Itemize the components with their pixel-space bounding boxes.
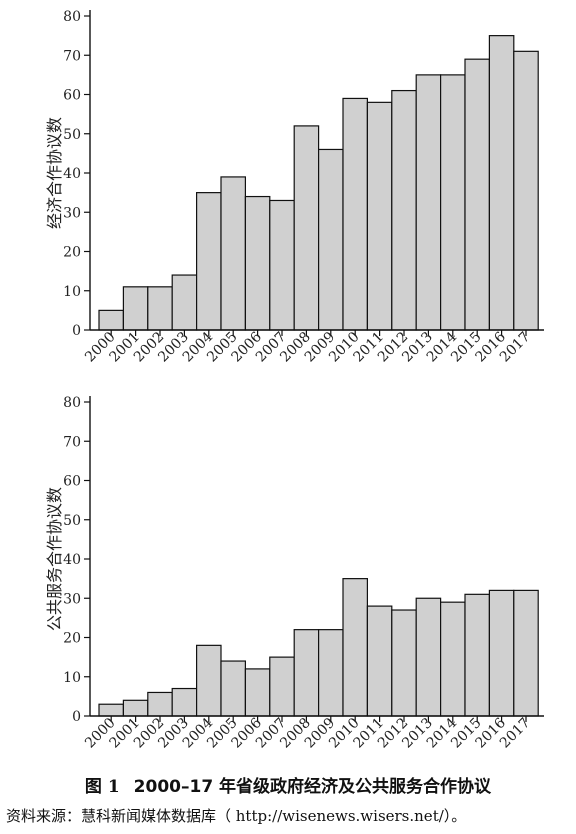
bar-2013: [415, 597, 442, 717]
bar-2001: [122, 699, 149, 717]
bar-2000: [98, 309, 124, 331]
bar-2005: [220, 176, 246, 331]
bar-2000: [98, 703, 124, 717]
bar-2003: [171, 687, 198, 717]
bar-2012: [391, 609, 417, 717]
figure-caption-title: 2000–17 年省级政府经济及公共服务合作协议: [133, 777, 492, 797]
y-tick-label: 50: [63, 513, 81, 529]
y-tick-label: 20: [63, 631, 81, 647]
bar-2011: [366, 101, 393, 331]
y-tick-label: 20: [63, 245, 81, 261]
bar-2002: [147, 286, 173, 331]
y-axis-title: 经济合作协议数: [45, 117, 64, 229]
bar-2006: [244, 195, 271, 331]
bar-2010: [342, 97, 368, 331]
bar-2005: [220, 660, 246, 717]
bar-2010: [342, 578, 368, 717]
bar-2016: [488, 589, 515, 717]
bar-2004: [196, 192, 222, 331]
bar-2013: [415, 74, 442, 331]
y-tick-label: 70: [63, 48, 81, 64]
y-tick-label: 60: [63, 474, 81, 490]
y-tick-label: 0: [72, 709, 81, 725]
public-service-cooperation-chart: 0102030405060708020002001200220032004200…: [45, 395, 544, 751]
figure-caption: 图 1 2000–17 年省级政府经济及公共服务合作协议: [0, 772, 576, 797]
y-tick-label: 0: [72, 323, 81, 339]
y-tick-label: 60: [63, 88, 81, 104]
bar-2017: [513, 50, 539, 331]
economic-cooperation-chart: 0102030405060708020002001200220032004200…: [45, 9, 544, 365]
bar-2014: [440, 74, 466, 331]
bar-2014: [440, 601, 466, 717]
bar-2015: [464, 593, 490, 717]
bar-2017: [513, 589, 539, 717]
y-tick-label: 80: [63, 9, 81, 25]
bar-2007: [269, 656, 295, 717]
bar-2012: [391, 89, 417, 331]
bar-2008: [293, 125, 320, 331]
bar-2006: [244, 668, 271, 717]
bar-2002: [147, 691, 173, 717]
bar-2007: [269, 199, 295, 331]
y-tick-label: 80: [63, 395, 81, 411]
bar-2016: [488, 35, 515, 331]
bar-2011: [366, 605, 393, 717]
y-axis-title: 公共服务合作协议数: [45, 487, 64, 631]
y-tick-label: 10: [63, 670, 81, 686]
y-tick-label: 30: [63, 591, 81, 607]
bar-2001: [122, 286, 149, 331]
y-tick-label: 30: [63, 205, 81, 221]
y-tick-label: 10: [63, 284, 81, 300]
bar-2009: [318, 629, 344, 717]
figure-source-note: 资料来源：慧科新闻媒体数据库（ http://wisenews.wisers.n…: [6, 807, 467, 825]
y-tick-label: 50: [63, 127, 81, 143]
bar-2008: [293, 629, 320, 717]
bar-2009: [318, 148, 344, 331]
y-tick-label: 40: [63, 552, 81, 568]
bar-2004: [196, 644, 222, 717]
bar-2015: [464, 58, 490, 331]
y-tick-label: 40: [63, 166, 81, 182]
y-tick-label: 70: [63, 434, 81, 450]
bar-2003: [171, 274, 198, 331]
figure-caption-number: 图 1: [84, 777, 120, 797]
